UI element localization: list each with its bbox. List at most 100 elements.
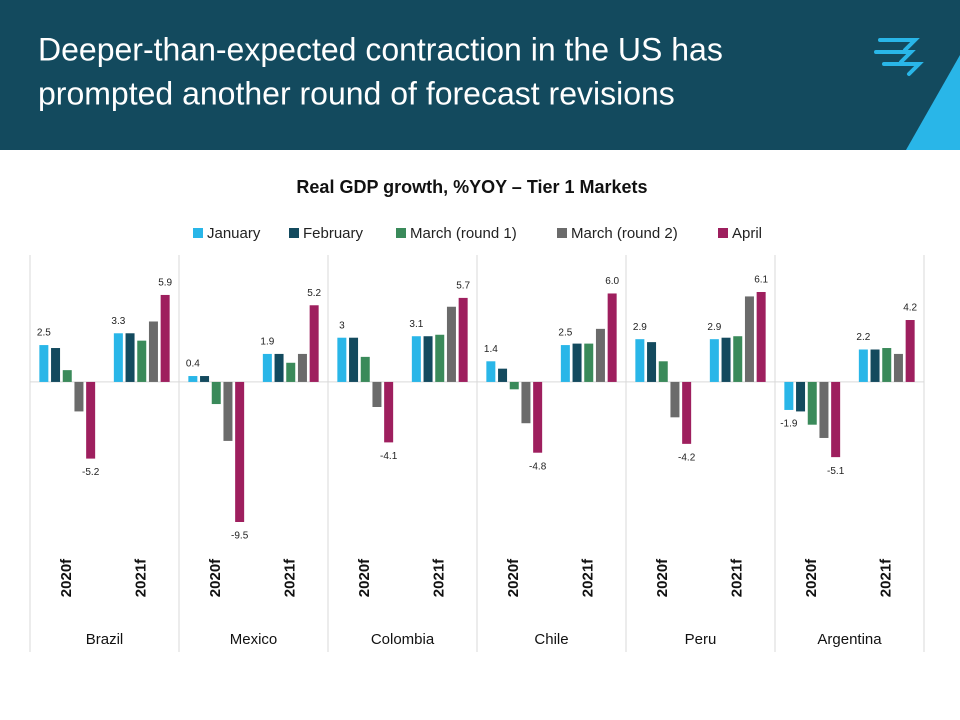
bar	[858, 349, 868, 382]
group-label: Chile	[534, 631, 568, 648]
data-label: 0.4	[186, 359, 200, 370]
data-label: 2.5	[37, 328, 51, 339]
legend-swatch	[557, 228, 567, 238]
data-label: 6.1	[754, 275, 768, 286]
x-tick-label: 2020f	[207, 558, 224, 597]
bar	[521, 381, 531, 424]
bar	[647, 342, 657, 382]
bar	[423, 336, 433, 382]
bar	[635, 339, 645, 382]
group-label: Brazil	[86, 631, 124, 648]
bar	[572, 343, 582, 382]
bar	[807, 381, 817, 425]
slide-title: Deeper-than-expected contraction in the …	[38, 31, 723, 67]
bar	[756, 292, 766, 382]
bar	[384, 381, 394, 443]
bar	[658, 361, 668, 382]
legend-label: March (round 2)	[571, 225, 678, 242]
data-label: 2.5	[558, 328, 572, 339]
bar	[274, 353, 284, 382]
x-tick-label: 2021f	[580, 558, 597, 597]
bar	[744, 296, 754, 382]
data-label: 2.2	[856, 332, 870, 343]
group-label: Peru	[685, 631, 717, 648]
data-label: 5.7	[456, 281, 470, 292]
data-label: 3.1	[409, 319, 423, 330]
x-tick-label: 2021f	[133, 558, 150, 597]
bar	[721, 337, 731, 382]
bar	[458, 297, 468, 382]
legend-swatch	[718, 228, 728, 238]
bar	[870, 349, 880, 382]
x-tick-label: 2020f	[356, 558, 373, 597]
bar	[113, 333, 123, 382]
legend-swatch	[193, 228, 203, 238]
legend-swatch	[289, 228, 299, 238]
chart-title: Real GDP growth, %YOY – Tier 1 Markets	[296, 177, 647, 197]
data-label: 3	[339, 320, 345, 331]
data-label: -4.2	[678, 452, 696, 463]
x-tick-label: 2020f	[803, 558, 820, 597]
data-label: 6.0	[605, 276, 619, 287]
bar	[360, 356, 370, 382]
bar	[584, 343, 594, 382]
bar	[337, 337, 347, 382]
bar	[211, 381, 221, 405]
data-label: 5.9	[158, 278, 172, 289]
bar	[709, 339, 719, 382]
bar	[137, 340, 147, 382]
data-label: -1.9	[780, 419, 798, 430]
bar	[262, 353, 272, 382]
slide-title: prompted another round of forecast revis…	[38, 75, 675, 111]
bar	[309, 305, 319, 382]
bar	[39, 345, 49, 382]
x-tick-label: 2020f	[58, 558, 75, 597]
group-label: Argentina	[817, 631, 882, 648]
bar	[62, 370, 72, 382]
legend-label: January	[207, 225, 261, 242]
bar	[796, 381, 806, 412]
data-label: -5.1	[827, 466, 845, 477]
bar	[297, 353, 307, 382]
bar	[51, 348, 61, 382]
data-label: 5.2	[307, 288, 321, 299]
bar	[831, 381, 841, 458]
bar	[235, 381, 245, 522]
bar	[560, 345, 570, 382]
bar	[446, 306, 456, 382]
bar	[595, 328, 605, 382]
data-label: 1.9	[260, 337, 274, 348]
bar	[498, 368, 508, 382]
logo	[874, 38, 924, 76]
bar	[533, 381, 543, 453]
bar	[74, 381, 84, 412]
bar	[286, 362, 296, 382]
x-tick-label: 2021f	[431, 558, 448, 597]
data-label: 4.2	[903, 303, 917, 314]
x-tick-label: 2020f	[654, 558, 671, 597]
bar	[188, 376, 198, 382]
data-label: 2.9	[707, 322, 721, 333]
bar	[607, 293, 617, 382]
bar	[682, 381, 692, 444]
bar	[819, 381, 829, 438]
bar	[893, 353, 903, 382]
bar	[733, 336, 743, 382]
bar	[905, 320, 915, 382]
bar	[882, 348, 892, 382]
bar	[372, 381, 382, 407]
legend-label: April	[732, 225, 762, 242]
data-label: -4.8	[529, 461, 547, 472]
bar	[411, 336, 421, 382]
group-label: Mexico	[230, 631, 278, 648]
data-label: 3.3	[111, 316, 125, 327]
bar	[349, 337, 359, 382]
bar	[435, 334, 445, 382]
bar	[509, 381, 519, 390]
bar	[148, 321, 158, 382]
data-label: 1.4	[484, 344, 498, 355]
data-label: -4.1	[380, 451, 398, 462]
legend-label: February	[303, 225, 364, 242]
